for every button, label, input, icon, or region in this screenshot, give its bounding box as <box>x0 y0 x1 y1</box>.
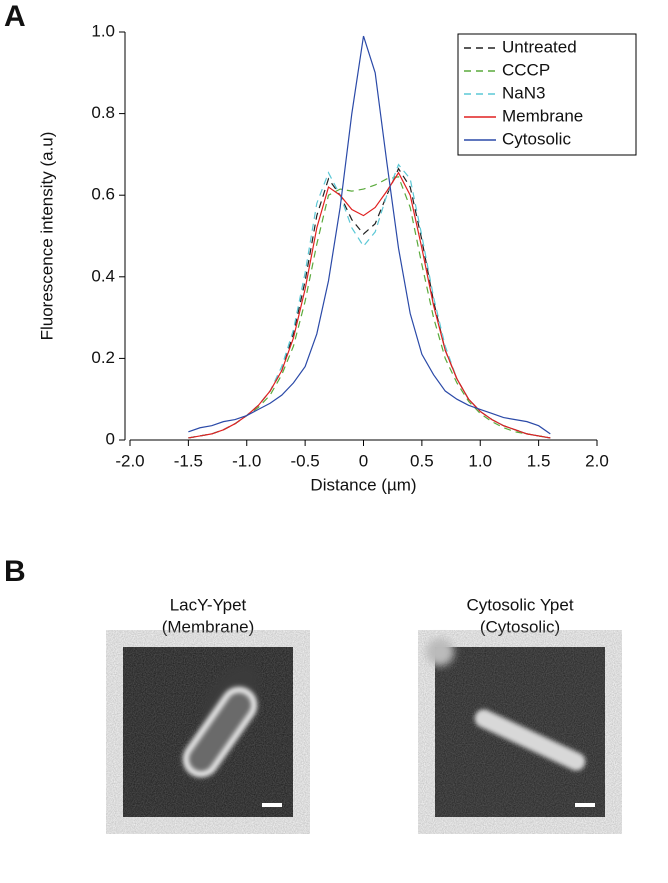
y-tick-label: 0 <box>106 429 115 448</box>
legend-label: Cytosolic <box>502 129 571 148</box>
line-chart: 0 0.2 0.4 0.6 0.8 1.0 -2.0 -1.5 -1.0 -0.5 0 0.5 1.0 1… <box>37 21 637 494</box>
y-tick-label: 0.6 <box>91 185 115 204</box>
x-tick-label: 2.0 <box>585 451 609 470</box>
x-axis-title: Distance (µm) <box>310 475 416 494</box>
y-tick-label: 0.2 <box>91 348 115 367</box>
image-title: LacY-Ypet <box>170 595 247 614</box>
y-tick-label: 0.4 <box>91 266 115 285</box>
legend-label: NaN3 <box>502 83 545 102</box>
image-subtitle: (Membrane) <box>162 617 255 636</box>
x-tick-label: -1.0 <box>232 451 261 470</box>
series-line <box>188 176 551 439</box>
panel-label: A <box>4 0 26 33</box>
series-line <box>188 35 551 435</box>
micrograph <box>426 638 605 817</box>
y-tick-label: 1.0 <box>91 21 115 40</box>
x-tick-label: -2.0 <box>115 451 144 470</box>
x-tick-label: 0 <box>359 451 368 470</box>
x-tick-label: 0.5 <box>410 451 434 470</box>
x-tick-label: 1.5 <box>527 451 551 470</box>
series-line <box>188 171 551 439</box>
x-tick-label: -0.5 <box>290 451 319 470</box>
image-subtitle: (Cytosolic) <box>480 617 560 636</box>
y-tick-label: 0.8 <box>91 103 115 122</box>
series-line <box>188 163 551 439</box>
series-line <box>188 167 551 439</box>
legend-label: Membrane <box>502 106 583 125</box>
legend-box <box>457 33 637 156</box>
panel-label: B <box>4 555 26 588</box>
micrograph <box>123 647 293 817</box>
y-axis-title: Fluorescence intensity (a.u) <box>37 132 56 341</box>
x-tick-label: -1.5 <box>174 451 203 470</box>
legend-label: CCCP <box>502 60 550 79</box>
legend-label: Untreated <box>502 37 577 56</box>
x-tick-label: 1.0 <box>468 451 492 470</box>
image-title: Cytosolic Ypet <box>466 595 573 614</box>
